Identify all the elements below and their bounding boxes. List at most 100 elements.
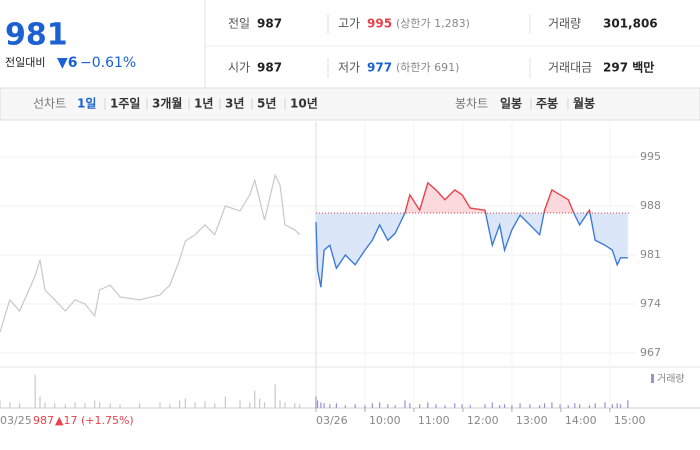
stat-label: 고가 [338, 17, 360, 31]
volume-bar [579, 404, 581, 408]
stat-note: (상한가 1,283) [396, 17, 470, 30]
volume-bar [323, 403, 325, 408]
x-tick-label: 12:00 [467, 414, 499, 427]
tab[interactable]: 1일 [77, 97, 96, 111]
stat-value: 977 [367, 61, 392, 75]
volume-bar [627, 400, 629, 408]
volume-bar [316, 400, 319, 408]
stat-note: (하한가 691) [396, 60, 459, 74]
volume-bar [611, 404, 613, 408]
legend-label: 거래량 [657, 373, 685, 385]
volume-bar [543, 403, 546, 408]
volume-bar [461, 404, 463, 408]
volume-bar [39, 396, 41, 408]
volume-bar [194, 402, 196, 408]
volume-bar [404, 400, 406, 408]
volume-bar [74, 402, 76, 408]
tab[interactable]: 10년 [290, 97, 318, 111]
tab[interactable]: 5년 [257, 97, 276, 111]
prev-change: ▲17 (+1.75%) [55, 414, 134, 427]
volume-bar [0, 400, 1, 408]
volume-bar [44, 402, 46, 408]
volume-bar [34, 374, 36, 408]
volume-bar [604, 402, 606, 408]
volume-bar [435, 404, 437, 408]
volume-bar [379, 402, 381, 408]
tab[interactable]: 월봉 [573, 96, 595, 111]
volume-bar [484, 404, 486, 408]
tab[interactable]: 1주일 [110, 97, 140, 111]
volume-bar [551, 402, 553, 408]
stat-label: 거래량 [548, 17, 581, 31]
volume-bar [184, 398, 186, 408]
volume-bar [499, 405, 501, 408]
prev-date: 03/25 [0, 414, 32, 427]
volume-bar [315, 396, 317, 408]
x-tick-label: 14:00 [565, 414, 597, 427]
volume-bar [179, 400, 181, 408]
x-tick-label: 13:00 [516, 414, 548, 427]
volume-bar [511, 405, 513, 408]
volume-bar [263, 402, 266, 408]
volume-bar [259, 398, 261, 408]
volume-bar [279, 400, 281, 408]
volume-bar [364, 405, 366, 408]
x-tick-label: 11:00 [418, 414, 450, 427]
y-tick-label: 988 [640, 199, 661, 212]
volume-bar [204, 401, 206, 408]
x-tick-label: 03/26 [316, 414, 348, 427]
volume-bar [594, 403, 596, 408]
volume-bar [444, 405, 446, 408]
volume-bar [214, 403, 216, 408]
volume-bar [9, 402, 11, 408]
volume-bar [616, 403, 618, 408]
header-bg [0, 0, 700, 88]
volume-bar [371, 403, 373, 408]
stat-value: 301,806 [603, 17, 658, 31]
stat-value: 297 백만 [603, 60, 654, 75]
volume-bar [503, 404, 506, 408]
volume-bar [84, 403, 86, 408]
volume-bar [394, 405, 396, 408]
prev-day-line [0, 173, 301, 333]
today-area [315, 182, 628, 288]
volume-bar [539, 405, 541, 408]
stat-value: 995 [367, 17, 392, 31]
tab-bar [0, 87, 700, 121]
x-tick-label: 15:00 [614, 414, 646, 427]
tab-group-label: 선차트 [33, 97, 66, 111]
volume-bar [329, 404, 331, 408]
stat-label: 전일 [228, 17, 250, 31]
volume-bar [574, 403, 576, 408]
volume-bar [469, 405, 471, 408]
volume-bar [18, 403, 21, 408]
volume-bar [335, 403, 337, 408]
legend-swatch [651, 374, 654, 383]
volume-bar [454, 403, 456, 408]
x-tick-label: 10:00 [369, 414, 401, 427]
volume-bar [491, 402, 493, 408]
volume-bar [249, 402, 251, 408]
tab[interactable]: 일봉 [500, 97, 522, 111]
tab-group-label: 봉차트 [455, 97, 488, 111]
volume-bar [559, 404, 561, 408]
volume-bar [64, 404, 66, 408]
change-pct: −0.61% [80, 55, 136, 71]
tab[interactable]: 1년 [194, 97, 213, 111]
tab[interactable]: 주봉 [536, 97, 558, 111]
price: 981 [5, 18, 68, 53]
tab[interactable]: 3년 [225, 97, 244, 111]
chart: 995 988 981 974 967 03/26 10:00 11:00 12:00 13:00… [0, 122, 700, 427]
volume-bar [588, 405, 591, 408]
stat-label: 거래대금 [548, 61, 592, 75]
y-tick-label: 995 [640, 150, 661, 163]
y-tick-label: 981 [640, 248, 661, 261]
prev-close: 987 [33, 414, 54, 427]
volume-bar [119, 404, 121, 408]
volume-bar [294, 403, 296, 408]
stat-label: 시가 [228, 61, 250, 75]
y-tick-label: 967 [640, 346, 661, 359]
volume-bar [354, 404, 356, 408]
tab[interactable]: 3개월 [152, 96, 182, 111]
